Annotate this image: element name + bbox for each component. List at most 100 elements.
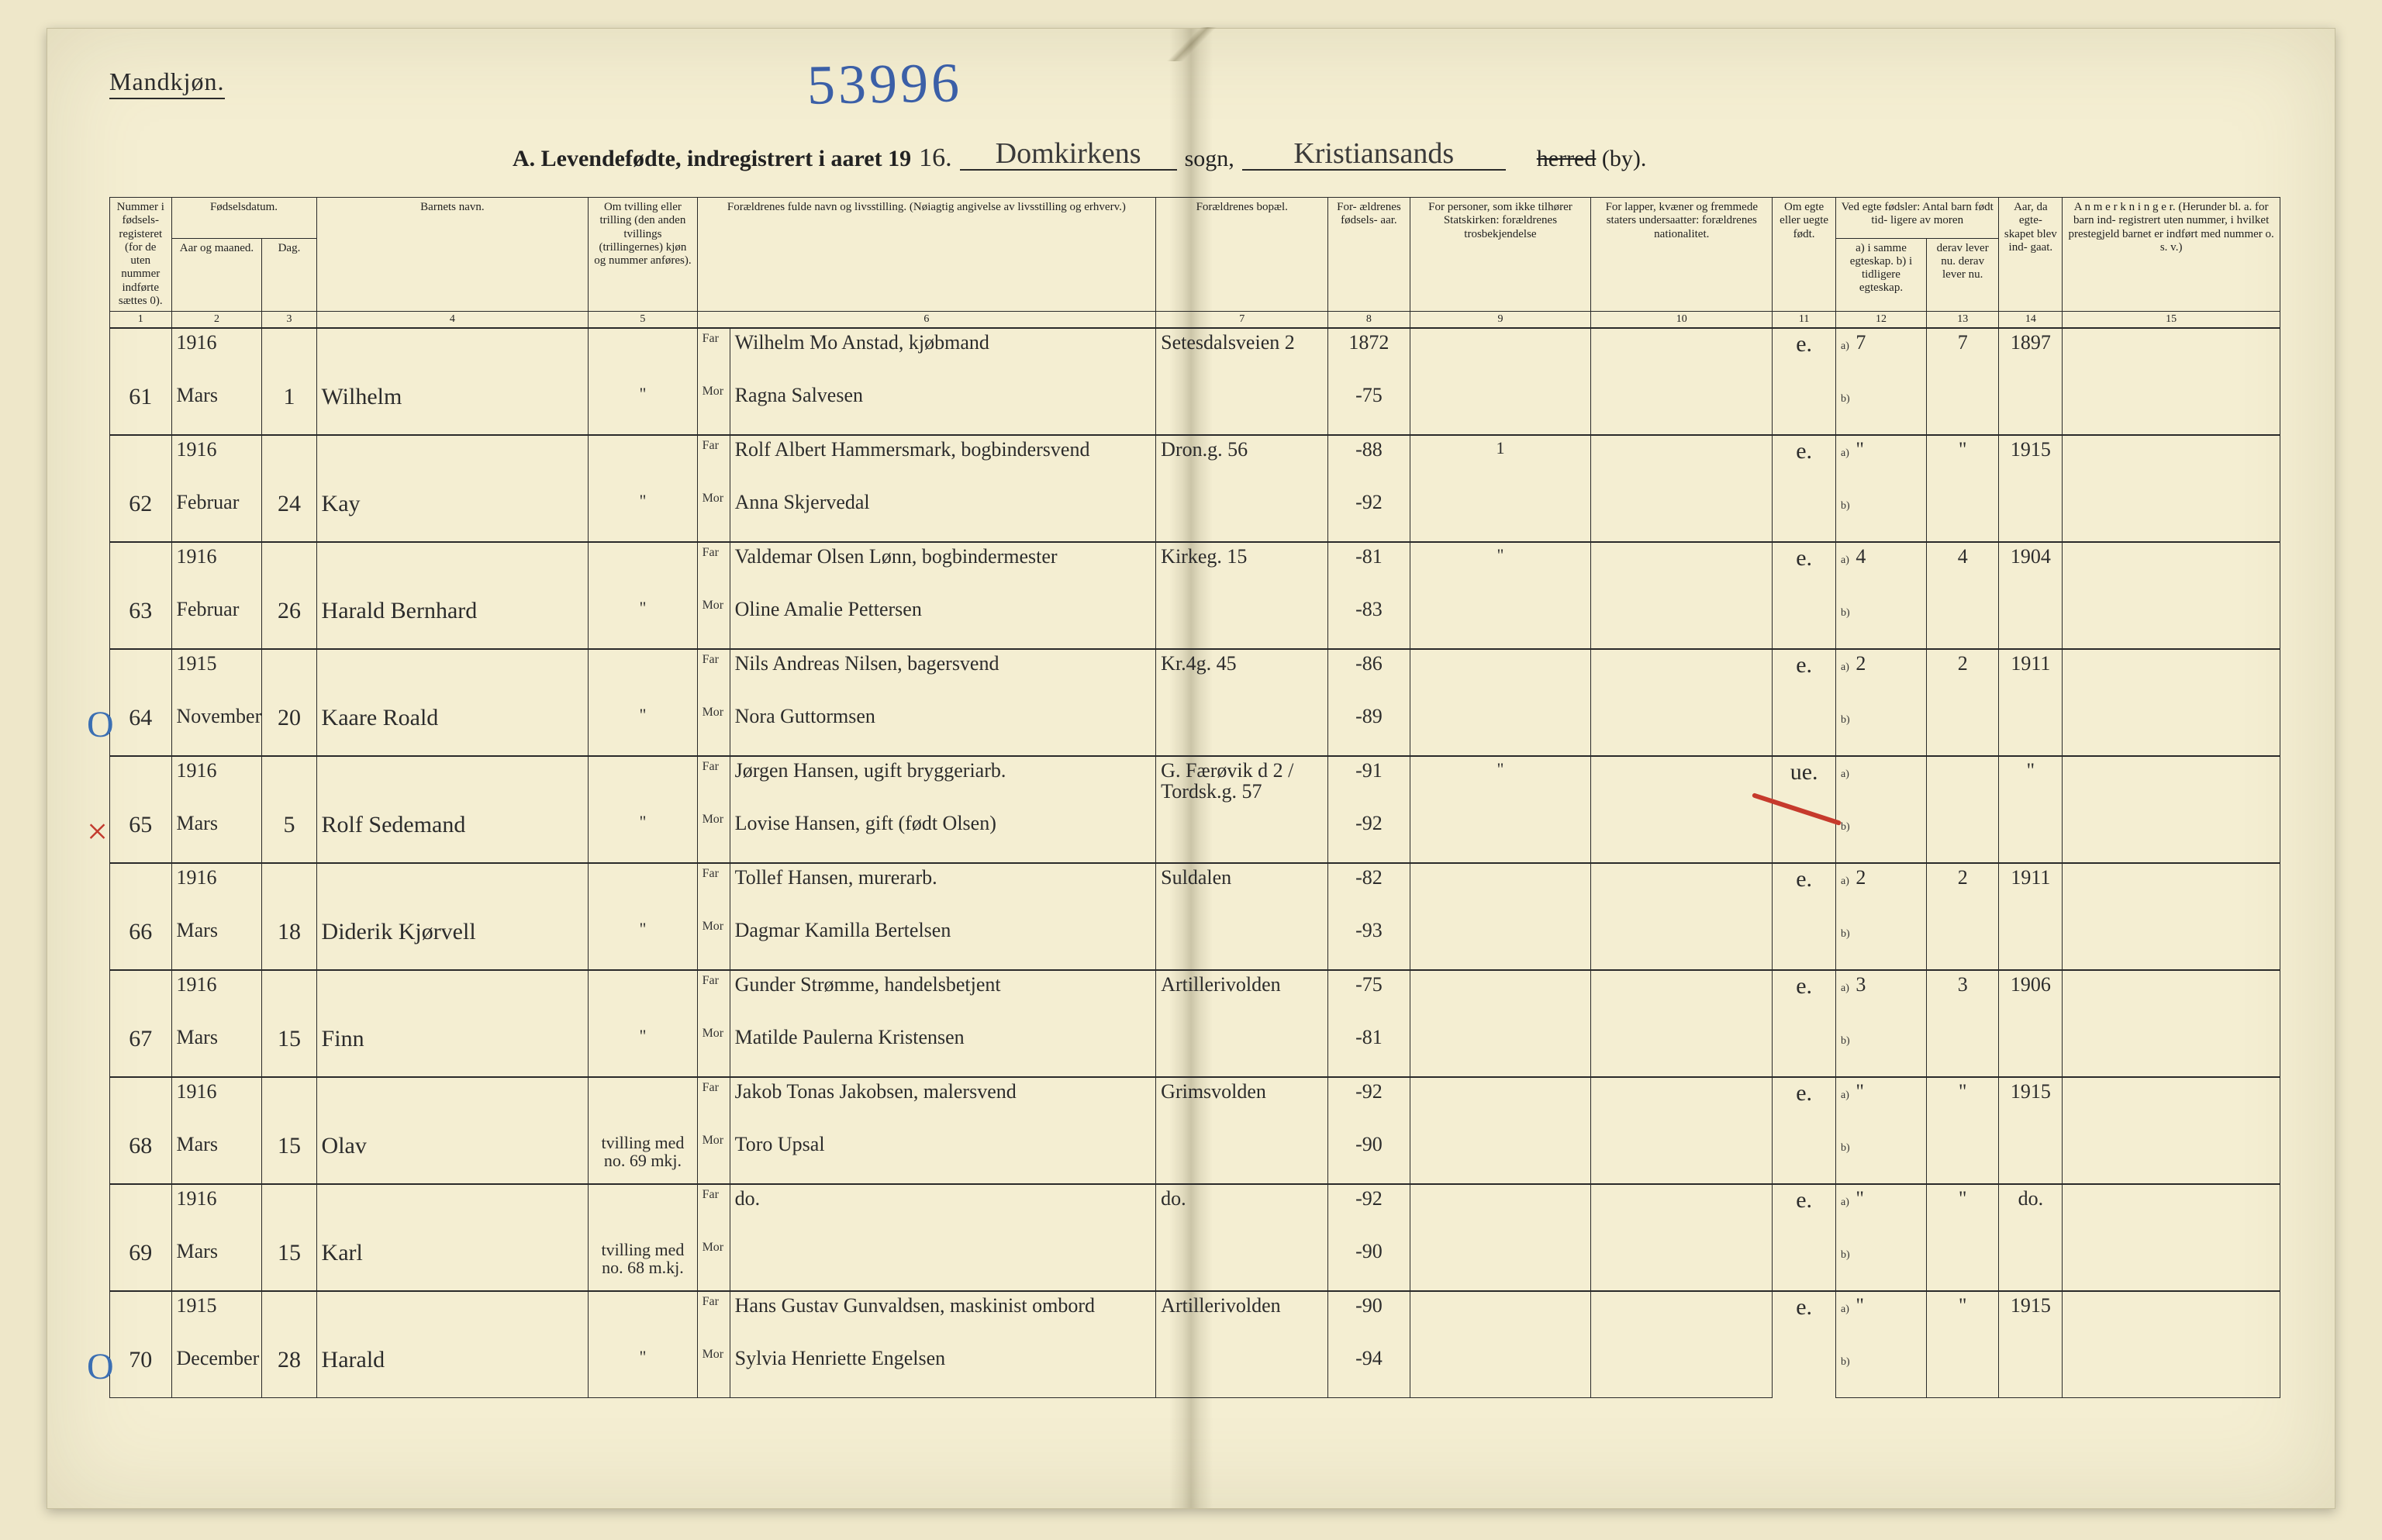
cell: Jakob Tonas Jakobsen, malersvend [730,1077,1156,1131]
col3-head: Dag. [262,238,316,311]
cell [1591,1345,1773,1398]
cell: Grimsvolden [1156,1077,1328,1131]
cell: " [589,596,697,649]
table-row: 61Mars1Wilhelm"MorRagna Salvesen-75b) [110,382,2280,435]
cell: Mor [697,703,730,756]
cell: Valdemar Olsen Lønn, bogbindermester [730,542,1156,596]
col11-head: Om egte eller uegte født. [1773,198,1836,312]
cell: 1872 [1328,328,1410,382]
cell [2063,1238,2280,1291]
cell: 69 [110,1238,172,1291]
cell: Rolf Albert Hammersmark, bogbindersvend [730,435,1156,489]
cell [1410,1184,1591,1238]
table-row: 1916FarJørgen Hansen, ugift bryggeriarb.… [110,756,2280,810]
cell: Far [697,756,730,810]
cell: Mor [697,1345,730,1398]
cell: Far [697,542,730,596]
cell [2063,1024,2280,1077]
cell: 61 [110,382,172,435]
cell: do. [1999,1184,2063,1238]
table-body: 1916FarWilhelm Mo Anstad, kjøbmandSetesd… [110,328,2280,1398]
cell [1591,1024,1773,1077]
table-row: 1916Fardo.do.-92e.a) ""do. [110,1184,2280,1238]
cell [1999,1131,2063,1184]
cell: e. [1773,1077,1836,1184]
cell: 24 [262,489,316,542]
cell: Nora Guttormsen [730,703,1156,756]
cell: Mor [697,489,730,542]
cell [2063,1184,2280,1238]
cell: 65× [110,810,172,863]
table-row: 64ONovember20Kaare Roald"MorNora Guttorm… [110,703,2280,756]
coln-12: 12 [1836,312,1927,329]
cell [1591,917,1773,970]
cell [2063,382,2280,435]
cell: " [589,703,697,756]
cell: a) 2 [1836,649,1927,703]
cell: e. [1773,1291,1836,1398]
blue-stamp-number: 53996 [806,50,962,117]
cell: 1915 [1999,435,2063,489]
cell [589,649,697,703]
cell [2063,970,2280,1024]
cell: " [1999,756,2063,810]
cell: " [589,489,697,542]
cell [110,649,172,703]
cell [110,1184,172,1238]
cell [2063,1291,2280,1345]
col12-head: a) i samme egteskap. b) i tidligere egte… [1836,238,1927,311]
cell: Harald Bernhard [316,596,589,649]
year-suffix: 16. [919,144,952,172]
cell: e. [1773,435,1836,542]
cell: Artillerivolden [1156,970,1328,1024]
col8-head: For- ældrenes fødsels- aar. [1328,198,1410,312]
cell [589,435,697,489]
coln-5: 5 [589,312,697,329]
cell [316,328,589,382]
cell: " [1926,1291,1999,1345]
cell [1926,703,1999,756]
cell [589,1184,697,1238]
label-herred: herred [1537,146,1597,171]
cell [1591,863,1773,917]
cell [1410,1131,1591,1184]
cell: Kr.4g. 45 [1156,649,1328,703]
cell [1591,703,1773,756]
col12-13-group: Ved egte fødsler: Antal barn født tid- l… [1836,198,1999,239]
cell: " [589,810,697,863]
coln-1: 1 [110,312,172,329]
red-x-mark: × [87,813,108,851]
cell [589,542,697,596]
cell: a) " [1836,1184,1927,1238]
cell [1926,489,1999,542]
cell: -81 [1328,1024,1410,1077]
cell [1410,703,1591,756]
cell [316,1184,589,1238]
cell: 1 [1410,435,1591,489]
cell: b) [1836,917,1927,970]
cell [1926,596,1999,649]
table-row: 70ODecember28Harald"MorSylvia Henriette … [110,1345,2280,1398]
cell: 1916 [171,1077,262,1131]
cell [1156,596,1328,649]
cell [262,542,316,596]
coln-8: 8 [1328,312,1410,329]
cell [1926,382,1999,435]
cell: e. [1773,863,1836,970]
cell: " [1410,542,1591,596]
cell [1156,810,1328,863]
cell [1410,328,1591,382]
cell [1591,1238,1773,1291]
cell [1410,917,1591,970]
cell [316,756,589,810]
cell: Sylvia Henriette Engelsen [730,1345,1156,1398]
cell [1591,649,1773,703]
cell: e. [1773,1184,1836,1291]
cell [1156,1024,1328,1077]
col4-head: Barnets navn. [316,198,589,312]
cell: 3 [1926,970,1999,1024]
cell: Tollef Hansen, murerarb. [730,863,1156,917]
cell: -90 [1328,1238,1410,1291]
coln-4: 4 [316,312,589,329]
cell: Dagmar Kamilla Bertelsen [730,917,1156,970]
